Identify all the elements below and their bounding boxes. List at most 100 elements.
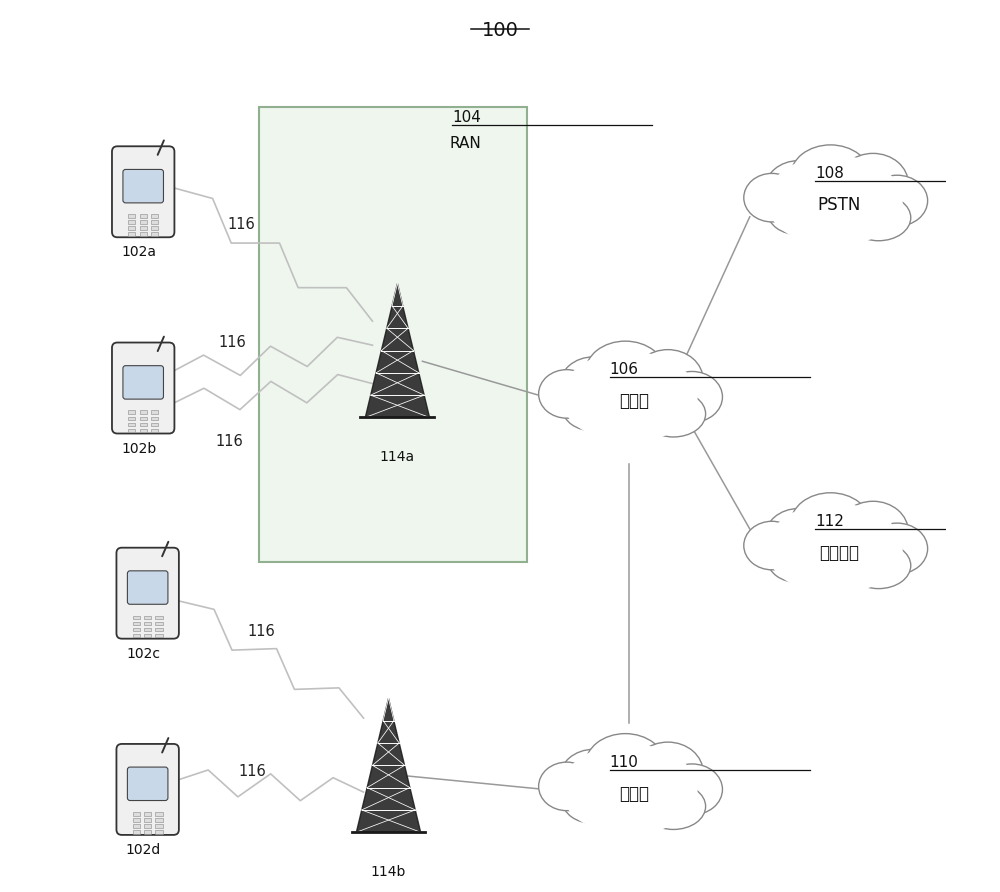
- Bar: [140, 227, 147, 230]
- Text: PSTN: PSTN: [817, 196, 861, 214]
- Text: 104: 104: [452, 110, 481, 125]
- FancyBboxPatch shape: [112, 343, 174, 434]
- Bar: [144, 622, 151, 625]
- Bar: [140, 423, 147, 426]
- Ellipse shape: [661, 764, 722, 815]
- Ellipse shape: [633, 350, 703, 410]
- Ellipse shape: [559, 357, 627, 415]
- Bar: [151, 214, 158, 218]
- Bar: [144, 628, 151, 632]
- Text: 114b: 114b: [371, 865, 406, 880]
- Ellipse shape: [592, 392, 675, 438]
- Ellipse shape: [563, 780, 624, 823]
- Text: 116: 116: [219, 335, 246, 350]
- Bar: [144, 615, 151, 619]
- Bar: [133, 622, 140, 625]
- Bar: [144, 830, 151, 833]
- Text: 106: 106: [610, 362, 639, 377]
- Text: 100: 100: [482, 21, 518, 40]
- Ellipse shape: [867, 523, 928, 574]
- FancyBboxPatch shape: [127, 767, 168, 800]
- Ellipse shape: [641, 391, 706, 437]
- Polygon shape: [365, 284, 430, 417]
- Ellipse shape: [641, 783, 706, 830]
- Text: 102c: 102c: [126, 647, 160, 661]
- Ellipse shape: [585, 733, 665, 797]
- Bar: [133, 633, 140, 637]
- Ellipse shape: [768, 539, 829, 582]
- Ellipse shape: [744, 521, 800, 570]
- Bar: [140, 220, 147, 224]
- Ellipse shape: [592, 785, 675, 830]
- Text: 因特网: 因特网: [619, 785, 649, 803]
- Bar: [151, 417, 158, 420]
- Text: 116: 116: [215, 434, 243, 449]
- Bar: [155, 818, 163, 822]
- Ellipse shape: [563, 387, 624, 431]
- Polygon shape: [356, 698, 421, 832]
- Bar: [128, 417, 135, 420]
- Ellipse shape: [838, 501, 908, 562]
- Ellipse shape: [765, 161, 832, 219]
- Ellipse shape: [867, 175, 928, 227]
- Text: 110: 110: [610, 755, 639, 770]
- Bar: [128, 227, 135, 230]
- Ellipse shape: [847, 194, 911, 241]
- Ellipse shape: [838, 153, 908, 214]
- Bar: [128, 428, 135, 433]
- Bar: [140, 214, 147, 218]
- Bar: [128, 232, 135, 235]
- Ellipse shape: [790, 492, 871, 556]
- Bar: [140, 410, 147, 414]
- Bar: [151, 410, 158, 414]
- FancyBboxPatch shape: [123, 366, 163, 399]
- Ellipse shape: [797, 196, 880, 242]
- Text: 108: 108: [815, 166, 844, 181]
- Ellipse shape: [766, 155, 903, 246]
- Text: 114a: 114a: [380, 450, 415, 465]
- Bar: [140, 417, 147, 420]
- Bar: [144, 824, 151, 828]
- Ellipse shape: [847, 542, 911, 589]
- Ellipse shape: [561, 744, 698, 835]
- Bar: [133, 628, 140, 632]
- Ellipse shape: [744, 173, 800, 222]
- Ellipse shape: [661, 371, 722, 423]
- Ellipse shape: [768, 191, 829, 235]
- Text: 102b: 102b: [121, 442, 156, 456]
- Text: 112: 112: [815, 514, 844, 529]
- Bar: [155, 615, 163, 619]
- Text: 116: 116: [227, 218, 255, 232]
- Bar: [144, 818, 151, 822]
- Bar: [155, 830, 163, 833]
- Ellipse shape: [561, 351, 698, 442]
- Ellipse shape: [765, 508, 832, 566]
- FancyBboxPatch shape: [127, 571, 168, 604]
- Ellipse shape: [797, 544, 880, 590]
- Ellipse shape: [585, 341, 665, 404]
- Ellipse shape: [633, 742, 703, 803]
- Ellipse shape: [559, 749, 627, 807]
- Bar: [155, 824, 163, 828]
- Bar: [155, 622, 163, 625]
- Bar: [128, 423, 135, 426]
- Ellipse shape: [766, 503, 903, 594]
- Bar: [128, 214, 135, 218]
- Bar: [151, 227, 158, 230]
- Bar: [128, 220, 135, 224]
- Bar: [128, 410, 135, 414]
- Text: 116: 116: [238, 764, 266, 779]
- Bar: [144, 633, 151, 637]
- Text: 核心网: 核心网: [619, 392, 649, 410]
- Text: 其他网络: 其他网络: [819, 544, 859, 562]
- FancyBboxPatch shape: [112, 146, 174, 237]
- Bar: [133, 824, 140, 828]
- Bar: [151, 423, 158, 426]
- Bar: [151, 428, 158, 433]
- Bar: [155, 628, 163, 632]
- Text: 116: 116: [247, 624, 275, 639]
- Bar: [155, 812, 163, 815]
- FancyBboxPatch shape: [123, 169, 163, 202]
- Bar: [140, 232, 147, 235]
- Bar: [133, 812, 140, 815]
